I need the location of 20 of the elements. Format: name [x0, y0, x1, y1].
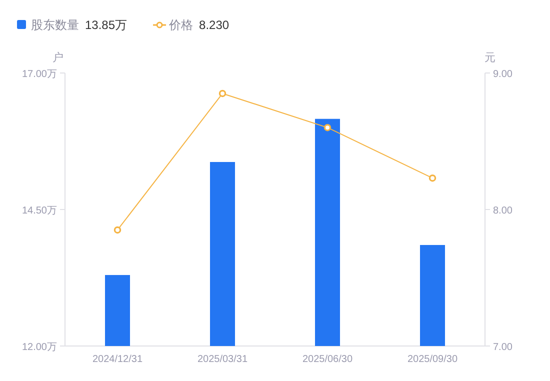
- x-tick-label: 2025/03/31: [197, 354, 248, 365]
- point: [428, 174, 436, 182]
- x-tick-label: 2025/09/30: [407, 354, 458, 365]
- text: 8.230: [199, 18, 230, 32]
- legend-label: 股东数量: [31, 18, 79, 32]
- y-tick-label: 17.00万: [22, 69, 57, 80]
- y2-axis-title: 元: [484, 52, 496, 64]
- point: [324, 124, 332, 132]
- legend-label: 价格: [168, 18, 194, 32]
- point: [114, 226, 122, 234]
- point: [218, 90, 226, 98]
- y2-tick-label: 9.00: [493, 69, 513, 80]
- y-axis-title: 户: [52, 51, 64, 64]
- y-tick-label: 14.50万: [22, 206, 57, 216]
- y2-tick-label: 8.00: [493, 206, 513, 216]
- y2-tick-label: 7.00: [493, 342, 513, 353]
- x-tick-label: 2025/06/30: [302, 354, 353, 365]
- text: 13.85万: [85, 18, 128, 32]
- y-tick-label: 12.00万: [22, 342, 57, 353]
- x-tick-label: 2024/12/31: [92, 354, 143, 365]
